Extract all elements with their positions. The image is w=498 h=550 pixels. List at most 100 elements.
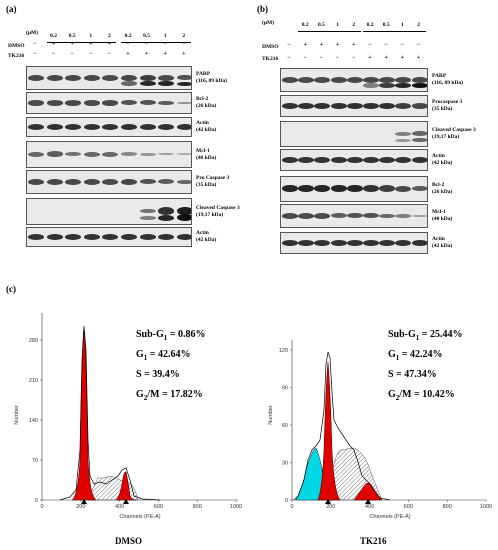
b-band xyxy=(411,131,427,137)
a-blot-label-4: Pro Caspase 3 (35 kDa) xyxy=(196,175,230,188)
y-tick-label: 30 xyxy=(282,461,288,467)
panel-a-tk216-label: TK216 xyxy=(8,53,25,59)
a-band xyxy=(65,234,82,240)
a-band-lower xyxy=(176,214,191,221)
a-blot-label-2: Actin (42 kDa) xyxy=(196,120,217,133)
b-tk216-sign-8: + xyxy=(416,55,421,61)
a-dmso-sign-0: − xyxy=(33,41,37,47)
b-blot-4 xyxy=(280,176,428,202)
a-band xyxy=(83,178,100,185)
a-band xyxy=(28,178,44,185)
a-band xyxy=(176,75,191,81)
a-blot-3 xyxy=(26,141,192,168)
a-tk216-sign-0: − xyxy=(33,51,37,57)
x-tick-label: 600 xyxy=(154,504,163,510)
a-blot-label-6: Actin (42 kDa) xyxy=(196,230,217,243)
b-blot-label-6: Actin (42 kDa) xyxy=(432,236,453,249)
b-band xyxy=(314,212,331,219)
panel-a-dmso-label: DMSO xyxy=(8,43,25,49)
a-tk216-sign-7: + xyxy=(163,51,167,57)
a-band-lower xyxy=(139,81,156,87)
y-tick-label: 90 xyxy=(282,386,288,392)
b-blot-label-5: Mcl-1 (40 kDa) xyxy=(432,209,453,222)
a-blot-2 xyxy=(26,117,192,137)
tk216-g2m-marker xyxy=(365,499,371,504)
a-band xyxy=(121,234,137,240)
tk216-g2m-value: /M = 10.42% xyxy=(399,389,455,400)
dmso-g2m-peak xyxy=(115,471,137,501)
b-band xyxy=(314,156,331,164)
dmso-stat-s: S = 39.4% xyxy=(136,369,180,380)
a-band xyxy=(121,178,137,185)
b-conc-7: 2 xyxy=(417,22,420,28)
b-conc-0: 0.2 xyxy=(301,22,309,28)
a-conc-6: 1 xyxy=(163,33,167,39)
b-band xyxy=(346,156,363,164)
dmso-x-axis-label: Channels (PE-A) xyxy=(119,514,160,520)
a-dmso-sign-4: + xyxy=(107,41,112,47)
y-tick-label: 70 xyxy=(32,458,38,464)
a-dmso-sign-3: + xyxy=(89,41,93,47)
b-tk216-sign-4: − xyxy=(352,55,356,61)
tk216-subg1-value: = 25.44% xyxy=(419,329,463,340)
dmso-subg1-value: = 0.86% xyxy=(167,329,206,340)
b-band xyxy=(282,239,298,247)
a-tk216-sign-5: + xyxy=(126,51,130,57)
dmso-g1-marker xyxy=(81,499,87,504)
a-band xyxy=(139,152,156,156)
a-band-lower xyxy=(158,214,175,221)
a-conc-7: 2 xyxy=(182,33,186,39)
b-blot-label-2: Cleaved Caspase 3 (19,17 kDa) xyxy=(432,127,476,140)
b-band xyxy=(346,184,363,193)
a-conc-0: 0.2 xyxy=(50,33,58,39)
tk216-histogram: 0 30 60 90 120 0 200 400 600 800 1000 Number Chann… xyxy=(268,340,492,520)
a-band xyxy=(102,178,119,185)
b-band xyxy=(411,103,427,109)
b-band xyxy=(363,102,379,110)
a-group-line-0 xyxy=(46,42,117,43)
a-band xyxy=(176,234,191,240)
dmso-g1-value: = 42.64% xyxy=(147,349,191,360)
b-blot-6 xyxy=(280,232,428,254)
a-band-lower xyxy=(158,81,175,86)
a-band xyxy=(158,234,175,240)
a-band xyxy=(102,151,119,157)
a-band xyxy=(83,124,100,130)
b-band xyxy=(379,185,396,193)
dmso-g2m-marker xyxy=(123,499,129,504)
a-band xyxy=(28,234,44,240)
b-conc-1: 0.5 xyxy=(317,22,325,28)
a-band xyxy=(102,124,119,130)
a-conc-3: 2 xyxy=(108,33,111,39)
a-band xyxy=(83,100,100,106)
b-blot-3 xyxy=(280,149,428,171)
a-band xyxy=(139,208,156,214)
a-band xyxy=(102,74,119,81)
b-dmso-sign-3: + xyxy=(335,42,340,48)
dmso-stat-g2m: G2/M = 17.82% xyxy=(136,389,203,402)
x-tick-label: 400 xyxy=(365,504,374,510)
tk216-stat-s: S = 47.34% xyxy=(388,369,437,380)
panel-b-label: (b) xyxy=(257,4,268,14)
a-band xyxy=(46,151,63,157)
a-band xyxy=(139,74,156,81)
b-band xyxy=(395,102,412,109)
a-band xyxy=(158,207,175,215)
a-band xyxy=(158,74,175,81)
b-dmso-sign-4: + xyxy=(352,42,356,48)
dmso-subg1-prefix: Sub-G xyxy=(136,329,164,340)
b-tk216-sign-3: − xyxy=(335,55,340,61)
a-band xyxy=(65,151,82,157)
dmso-stat-subg1: Sub-G1 = 0.86% xyxy=(136,329,206,342)
tk216-g1-value: = 42.24% xyxy=(399,349,443,360)
a-dmso-sign-2: + xyxy=(70,41,74,47)
a-band xyxy=(46,100,63,106)
tk216-g1-peak xyxy=(317,361,341,501)
x-tick-label: 600 xyxy=(404,504,413,510)
a-band xyxy=(176,206,191,216)
tk216-histogram-envelope xyxy=(293,351,391,501)
a-band xyxy=(158,179,175,185)
b-band xyxy=(363,156,379,164)
tk216-g1-marker xyxy=(325,499,331,504)
y-tick-label: 210 xyxy=(29,378,38,384)
